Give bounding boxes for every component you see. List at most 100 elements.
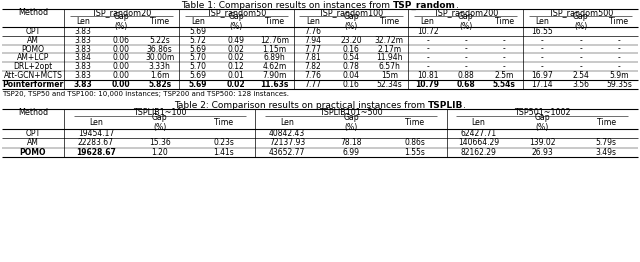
- Text: 59.35s: 59.35s: [606, 80, 632, 89]
- Text: 0.16: 0.16: [342, 80, 360, 89]
- Text: Time: Time: [596, 118, 616, 127]
- Text: Gap
(%): Gap (%): [113, 12, 129, 31]
- Text: -: -: [541, 53, 544, 62]
- Text: TSP_random50: TSP_random50: [206, 8, 266, 17]
- Text: -: -: [541, 45, 544, 53]
- Text: 3.84: 3.84: [75, 53, 92, 62]
- Text: -: -: [465, 45, 467, 53]
- Text: Len: Len: [536, 17, 549, 26]
- Text: 11.94h: 11.94h: [376, 53, 403, 62]
- Text: TSP501~1002: TSP501~1002: [514, 108, 571, 117]
- Text: TSPLIB1~100: TSPLIB1~100: [133, 108, 186, 117]
- Text: 3.83: 3.83: [75, 36, 92, 45]
- Text: 26.93: 26.93: [531, 148, 553, 157]
- Text: Len: Len: [191, 17, 205, 26]
- Text: 0.78: 0.78: [342, 62, 360, 71]
- Text: 0.54: 0.54: [342, 53, 360, 62]
- Text: -: -: [579, 62, 582, 71]
- Text: TSP_random: TSP_random: [393, 1, 456, 10]
- Text: 3.83: 3.83: [75, 45, 92, 53]
- Text: Len: Len: [76, 17, 90, 26]
- Text: -: -: [502, 62, 506, 71]
- Text: 5.72: 5.72: [189, 36, 206, 45]
- Text: -: -: [465, 53, 467, 62]
- Text: -: -: [426, 36, 429, 45]
- Text: 15.36: 15.36: [148, 138, 170, 147]
- Text: 3.83: 3.83: [74, 80, 93, 89]
- Text: 0.86s: 0.86s: [404, 138, 425, 147]
- Text: 0.01: 0.01: [228, 71, 244, 80]
- Text: 1.55s: 1.55s: [404, 148, 425, 157]
- Text: 1.15m: 1.15m: [262, 45, 287, 53]
- Text: Table 1: Comparison results on instances from: Table 1: Comparison results on instances…: [181, 1, 393, 10]
- Text: TSP_random500: TSP_random500: [548, 8, 613, 17]
- Text: 19454.17: 19454.17: [78, 129, 114, 138]
- Text: 0.00: 0.00: [113, 53, 130, 62]
- Text: Len: Len: [89, 118, 103, 127]
- Text: TSP20, TSP50 and TSP100: 10,000 instances; TSP200 and TSP500: 128 instances.: TSP20, TSP50 and TSP100: 10,000 instance…: [2, 91, 289, 97]
- Text: -: -: [579, 53, 582, 62]
- Text: -: -: [618, 53, 620, 62]
- Text: Time: Time: [609, 17, 628, 26]
- Text: 2.5m: 2.5m: [494, 71, 514, 80]
- Text: 2.17m: 2.17m: [377, 45, 401, 53]
- Text: 40842.43: 40842.43: [269, 129, 305, 138]
- Text: 5.22s: 5.22s: [149, 36, 170, 45]
- Text: TSPLIB: TSPLIB: [428, 101, 463, 110]
- Text: DRL+2opt: DRL+2opt: [13, 62, 52, 71]
- Text: 7.77: 7.77: [304, 80, 321, 89]
- Text: 6.57h: 6.57h: [378, 62, 400, 71]
- Text: -: -: [502, 53, 506, 62]
- Text: TSP_random20: TSP_random20: [92, 8, 152, 17]
- Text: 3.56: 3.56: [572, 80, 589, 89]
- Text: 5.82s: 5.82s: [148, 80, 172, 89]
- Text: 22283.67: 22283.67: [78, 138, 114, 147]
- Text: -: -: [502, 36, 506, 45]
- Text: 5.69: 5.69: [189, 71, 207, 80]
- Text: 7.77: 7.77: [304, 45, 321, 53]
- Text: 10.72: 10.72: [417, 27, 438, 36]
- Text: 16.97: 16.97: [531, 71, 553, 80]
- Text: Time: Time: [380, 17, 399, 26]
- Text: .: .: [456, 1, 459, 10]
- Text: AM: AM: [27, 138, 39, 147]
- Text: 1.6m: 1.6m: [150, 71, 170, 80]
- Text: Gap
(%): Gap (%): [152, 113, 168, 132]
- Text: 62427.71: 62427.71: [461, 129, 497, 138]
- Text: -: -: [465, 36, 467, 45]
- Text: -: -: [618, 36, 620, 45]
- Text: -: -: [618, 45, 620, 53]
- Text: 15m: 15m: [381, 71, 398, 80]
- Text: .: .: [463, 101, 466, 110]
- Text: Len: Len: [306, 17, 319, 26]
- Text: -: -: [502, 45, 506, 53]
- Text: 72137.93: 72137.93: [269, 138, 305, 147]
- Text: -: -: [579, 36, 582, 45]
- Text: Gap
(%): Gap (%): [228, 12, 244, 31]
- Text: 1.20: 1.20: [151, 148, 168, 157]
- Text: 1.41s: 1.41s: [213, 148, 234, 157]
- Text: AM: AM: [27, 36, 39, 45]
- Text: 12.76m: 12.76m: [260, 36, 289, 45]
- Text: Time: Time: [214, 118, 233, 127]
- Text: 36.86s: 36.86s: [147, 45, 173, 53]
- Text: 0.02: 0.02: [228, 53, 244, 62]
- Text: AM+LCP: AM+LCP: [17, 53, 49, 62]
- Text: OPT: OPT: [26, 27, 40, 36]
- Text: 0.68: 0.68: [456, 80, 475, 89]
- Text: -: -: [426, 53, 429, 62]
- Text: Gap
(%): Gap (%): [458, 12, 474, 31]
- Text: 0.00: 0.00: [113, 45, 130, 53]
- Text: Table 2: Comparison results on practical instances from: Table 2: Comparison results on practical…: [174, 101, 428, 110]
- Text: 5.9m: 5.9m: [609, 71, 628, 80]
- Text: 32.72m: 32.72m: [375, 36, 404, 45]
- Text: 3.83: 3.83: [75, 27, 92, 36]
- Text: Time: Time: [150, 17, 169, 26]
- Text: 0.04: 0.04: [342, 71, 360, 80]
- Text: -: -: [426, 62, 429, 71]
- Text: Time: Time: [265, 17, 284, 26]
- Text: 43652.77: 43652.77: [269, 148, 305, 157]
- Text: 0.02: 0.02: [227, 80, 246, 89]
- Text: Gap
(%): Gap (%): [343, 113, 359, 132]
- Text: -: -: [426, 45, 429, 53]
